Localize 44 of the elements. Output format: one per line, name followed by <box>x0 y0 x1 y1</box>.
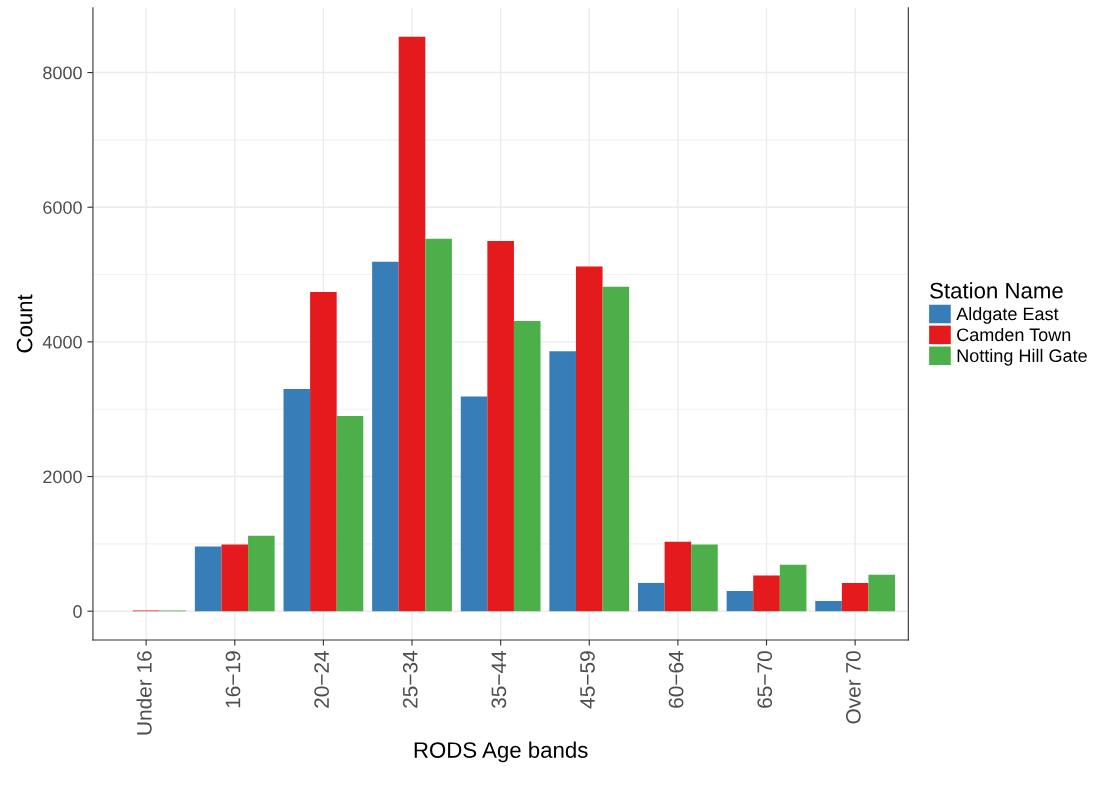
bar <box>779 564 807 612</box>
bar <box>815 601 842 612</box>
bar <box>726 590 754 612</box>
bar <box>664 541 692 612</box>
bar <box>460 396 488 612</box>
bar <box>602 286 630 612</box>
x-tick-label: 35−44 <box>491 650 507 709</box>
y-tick-label: 2000 <box>43 470 82 484</box>
bar <box>425 238 452 612</box>
bar <box>841 582 869 612</box>
x-tick-label: 65−70 <box>757 651 773 708</box>
x-tick-label: Under 16 <box>136 651 152 735</box>
bar <box>638 582 665 612</box>
legend-label: Camden Town <box>957 327 1071 342</box>
x-tick-label: Over 70 <box>845 651 861 724</box>
y-tick-label: 0 <box>73 605 82 618</box>
bar <box>248 535 275 612</box>
legend-label: Notting Hill Gate <box>957 348 1087 366</box>
bar <box>513 321 541 612</box>
x-tick-label: 20−24 <box>314 650 329 708</box>
x-axis-title: RODS Age bands <box>414 741 588 763</box>
bar <box>868 574 896 612</box>
bar <box>310 292 337 612</box>
bar <box>753 575 780 612</box>
bar <box>283 389 311 612</box>
bar <box>575 266 603 612</box>
bar <box>221 544 249 612</box>
bar <box>336 415 364 612</box>
bar <box>549 351 576 612</box>
x-tick-label: 25−34 <box>402 650 418 708</box>
y-tick-label: 6000 <box>43 201 82 214</box>
bar <box>194 546 222 612</box>
x-tick-label: 45−59 <box>580 651 595 709</box>
y-tick-label: 4000 <box>42 335 82 349</box>
legend-label: Aldgate East <box>956 307 1059 324</box>
bar <box>691 544 718 612</box>
y-tick-label: 8000 <box>43 66 82 80</box>
x-tick-label: 16−19 <box>225 651 241 708</box>
y-axis-title: Count <box>16 294 33 353</box>
bar <box>487 240 514 612</box>
legend-title: Station Name <box>930 282 1063 299</box>
bar <box>372 261 399 612</box>
x-tick-label: 60−64 <box>668 650 684 708</box>
bar <box>398 36 426 612</box>
